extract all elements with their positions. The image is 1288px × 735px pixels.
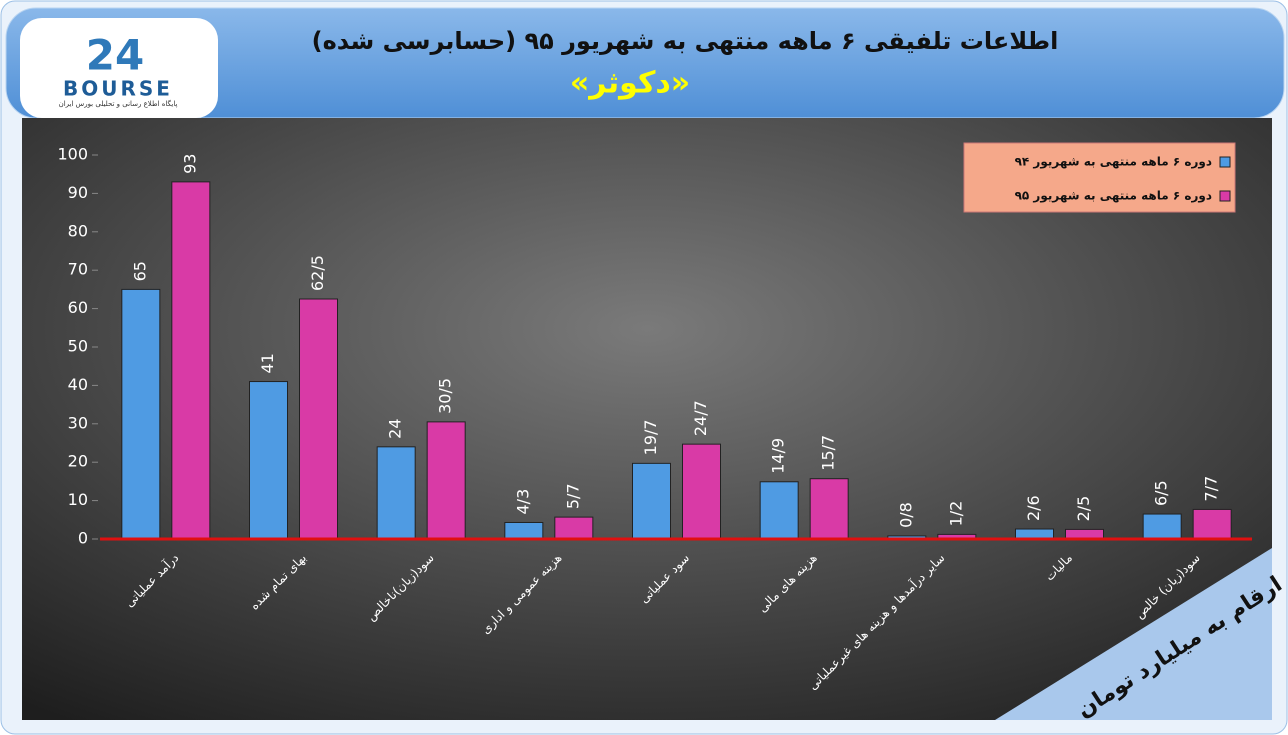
y-tick-label: 10 bbox=[68, 490, 88, 509]
value-label: 65 bbox=[130, 261, 149, 281]
value-label: 19/7 bbox=[641, 419, 660, 455]
bar bbox=[682, 443, 721, 540]
y-tick-label: 100 bbox=[57, 145, 88, 164]
bar bbox=[121, 288, 161, 540]
value-label: 93 bbox=[180, 154, 199, 174]
logo-number: 24 bbox=[86, 31, 144, 80]
chart-title: اطلاعات تلفیقی ۶ ماهه منتهی به شهریور ۹۵… bbox=[312, 27, 1059, 55]
value-label: 15/7 bbox=[819, 435, 838, 471]
bar bbox=[809, 478, 849, 540]
y-tick-label: 30 bbox=[68, 413, 88, 432]
bar bbox=[171, 181, 211, 540]
bar bbox=[632, 462, 671, 540]
chart-subtitle: «دکوثر» bbox=[570, 66, 690, 101]
logo-box bbox=[20, 18, 218, 118]
logo-tagline: پایگاه اطلاع رسانی و تحلیلی بورس ایران bbox=[59, 99, 178, 108]
y-tick-label: 40 bbox=[68, 375, 88, 394]
value-label: 2/6 bbox=[1024, 495, 1043, 521]
bar bbox=[759, 481, 799, 540]
note-corner bbox=[995, 548, 1272, 720]
bar bbox=[426, 421, 466, 540]
legend-swatch bbox=[1219, 156, 1231, 168]
y-tick-label: 20 bbox=[68, 452, 88, 471]
value-label: 2/5 bbox=[1074, 496, 1093, 522]
bar bbox=[299, 298, 338, 540]
legend-label: دوره ۶ ماهه منتهی به شهریور ۹۵ bbox=[1015, 189, 1212, 204]
legend-label: دوره ۶ ماهه منتهی به شهریور ۹۴ bbox=[1015, 155, 1212, 170]
value-label: 24 bbox=[386, 418, 405, 438]
value-label: 4/3 bbox=[513, 489, 532, 515]
legend-swatch bbox=[1219, 190, 1231, 202]
y-tick-label: 70 bbox=[68, 260, 88, 279]
bar bbox=[1142, 513, 1182, 540]
value-label: 1/2 bbox=[946, 501, 965, 527]
bar bbox=[554, 516, 594, 540]
y-tick-label: 90 bbox=[68, 183, 88, 202]
y-tick-label: 0 bbox=[78, 529, 88, 548]
value-label: 5/7 bbox=[563, 483, 582, 509]
legend-box bbox=[963, 142, 1236, 213]
value-label: 14/9 bbox=[769, 438, 788, 474]
y-tick-label: 80 bbox=[68, 221, 88, 240]
value-label: 41 bbox=[258, 353, 277, 373]
plot-background bbox=[22, 118, 1272, 720]
value-label: 62/5 bbox=[308, 255, 327, 291]
bar bbox=[249, 381, 288, 540]
value-label: 6/5 bbox=[1152, 480, 1171, 506]
bar bbox=[376, 446, 416, 540]
value-label: 30/5 bbox=[436, 378, 455, 414]
y-tick-label: 50 bbox=[68, 337, 88, 356]
value-label: 24/7 bbox=[691, 400, 710, 436]
bar bbox=[1192, 508, 1232, 540]
y-tick-label: 60 bbox=[68, 298, 88, 317]
value-label: 0/8 bbox=[896, 502, 915, 528]
value-label: 7/7 bbox=[1202, 476, 1221, 502]
bar bbox=[504, 521, 544, 540]
logo-name: BOURSE bbox=[63, 77, 173, 101]
